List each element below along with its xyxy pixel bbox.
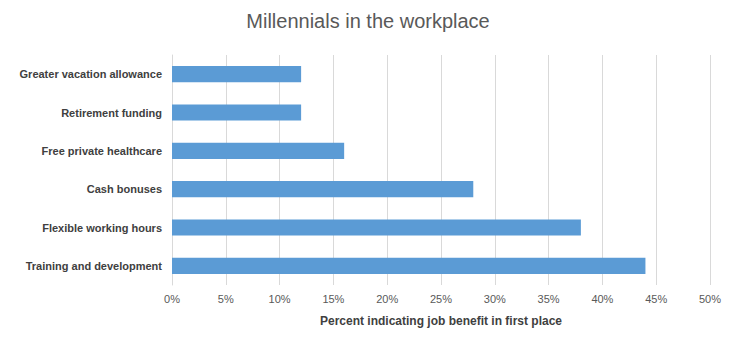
svg-text:15%: 15% (322, 293, 344, 305)
svg-text:40%: 40% (591, 293, 613, 305)
svg-text:0%: 0% (164, 293, 180, 305)
svg-text:Percent indicating job benefit: Percent indicating job benefit in first … (320, 314, 562, 328)
svg-text:Training and development: Training and development (26, 260, 163, 272)
svg-text:Flexible working hours: Flexible working hours (42, 222, 162, 234)
svg-text:45%: 45% (645, 293, 667, 305)
svg-text:Retirement funding: Retirement funding (61, 107, 162, 119)
svg-text:25%: 25% (430, 293, 452, 305)
svg-text:5%: 5% (218, 293, 234, 305)
svg-text:Millennials in the workplace: Millennials in the workplace (246, 10, 489, 32)
svg-text:35%: 35% (538, 293, 560, 305)
svg-text:30%: 30% (484, 293, 506, 305)
svg-text:20%: 20% (376, 293, 398, 305)
svg-text:10%: 10% (269, 293, 291, 305)
svg-text:50%: 50% (699, 293, 721, 305)
svg-text:Greater vacation allowance: Greater vacation allowance (20, 68, 162, 80)
svg-text:Free private healthcare: Free private healthcare (42, 145, 162, 157)
svg-text:Cash bonuses: Cash bonuses (87, 183, 162, 195)
